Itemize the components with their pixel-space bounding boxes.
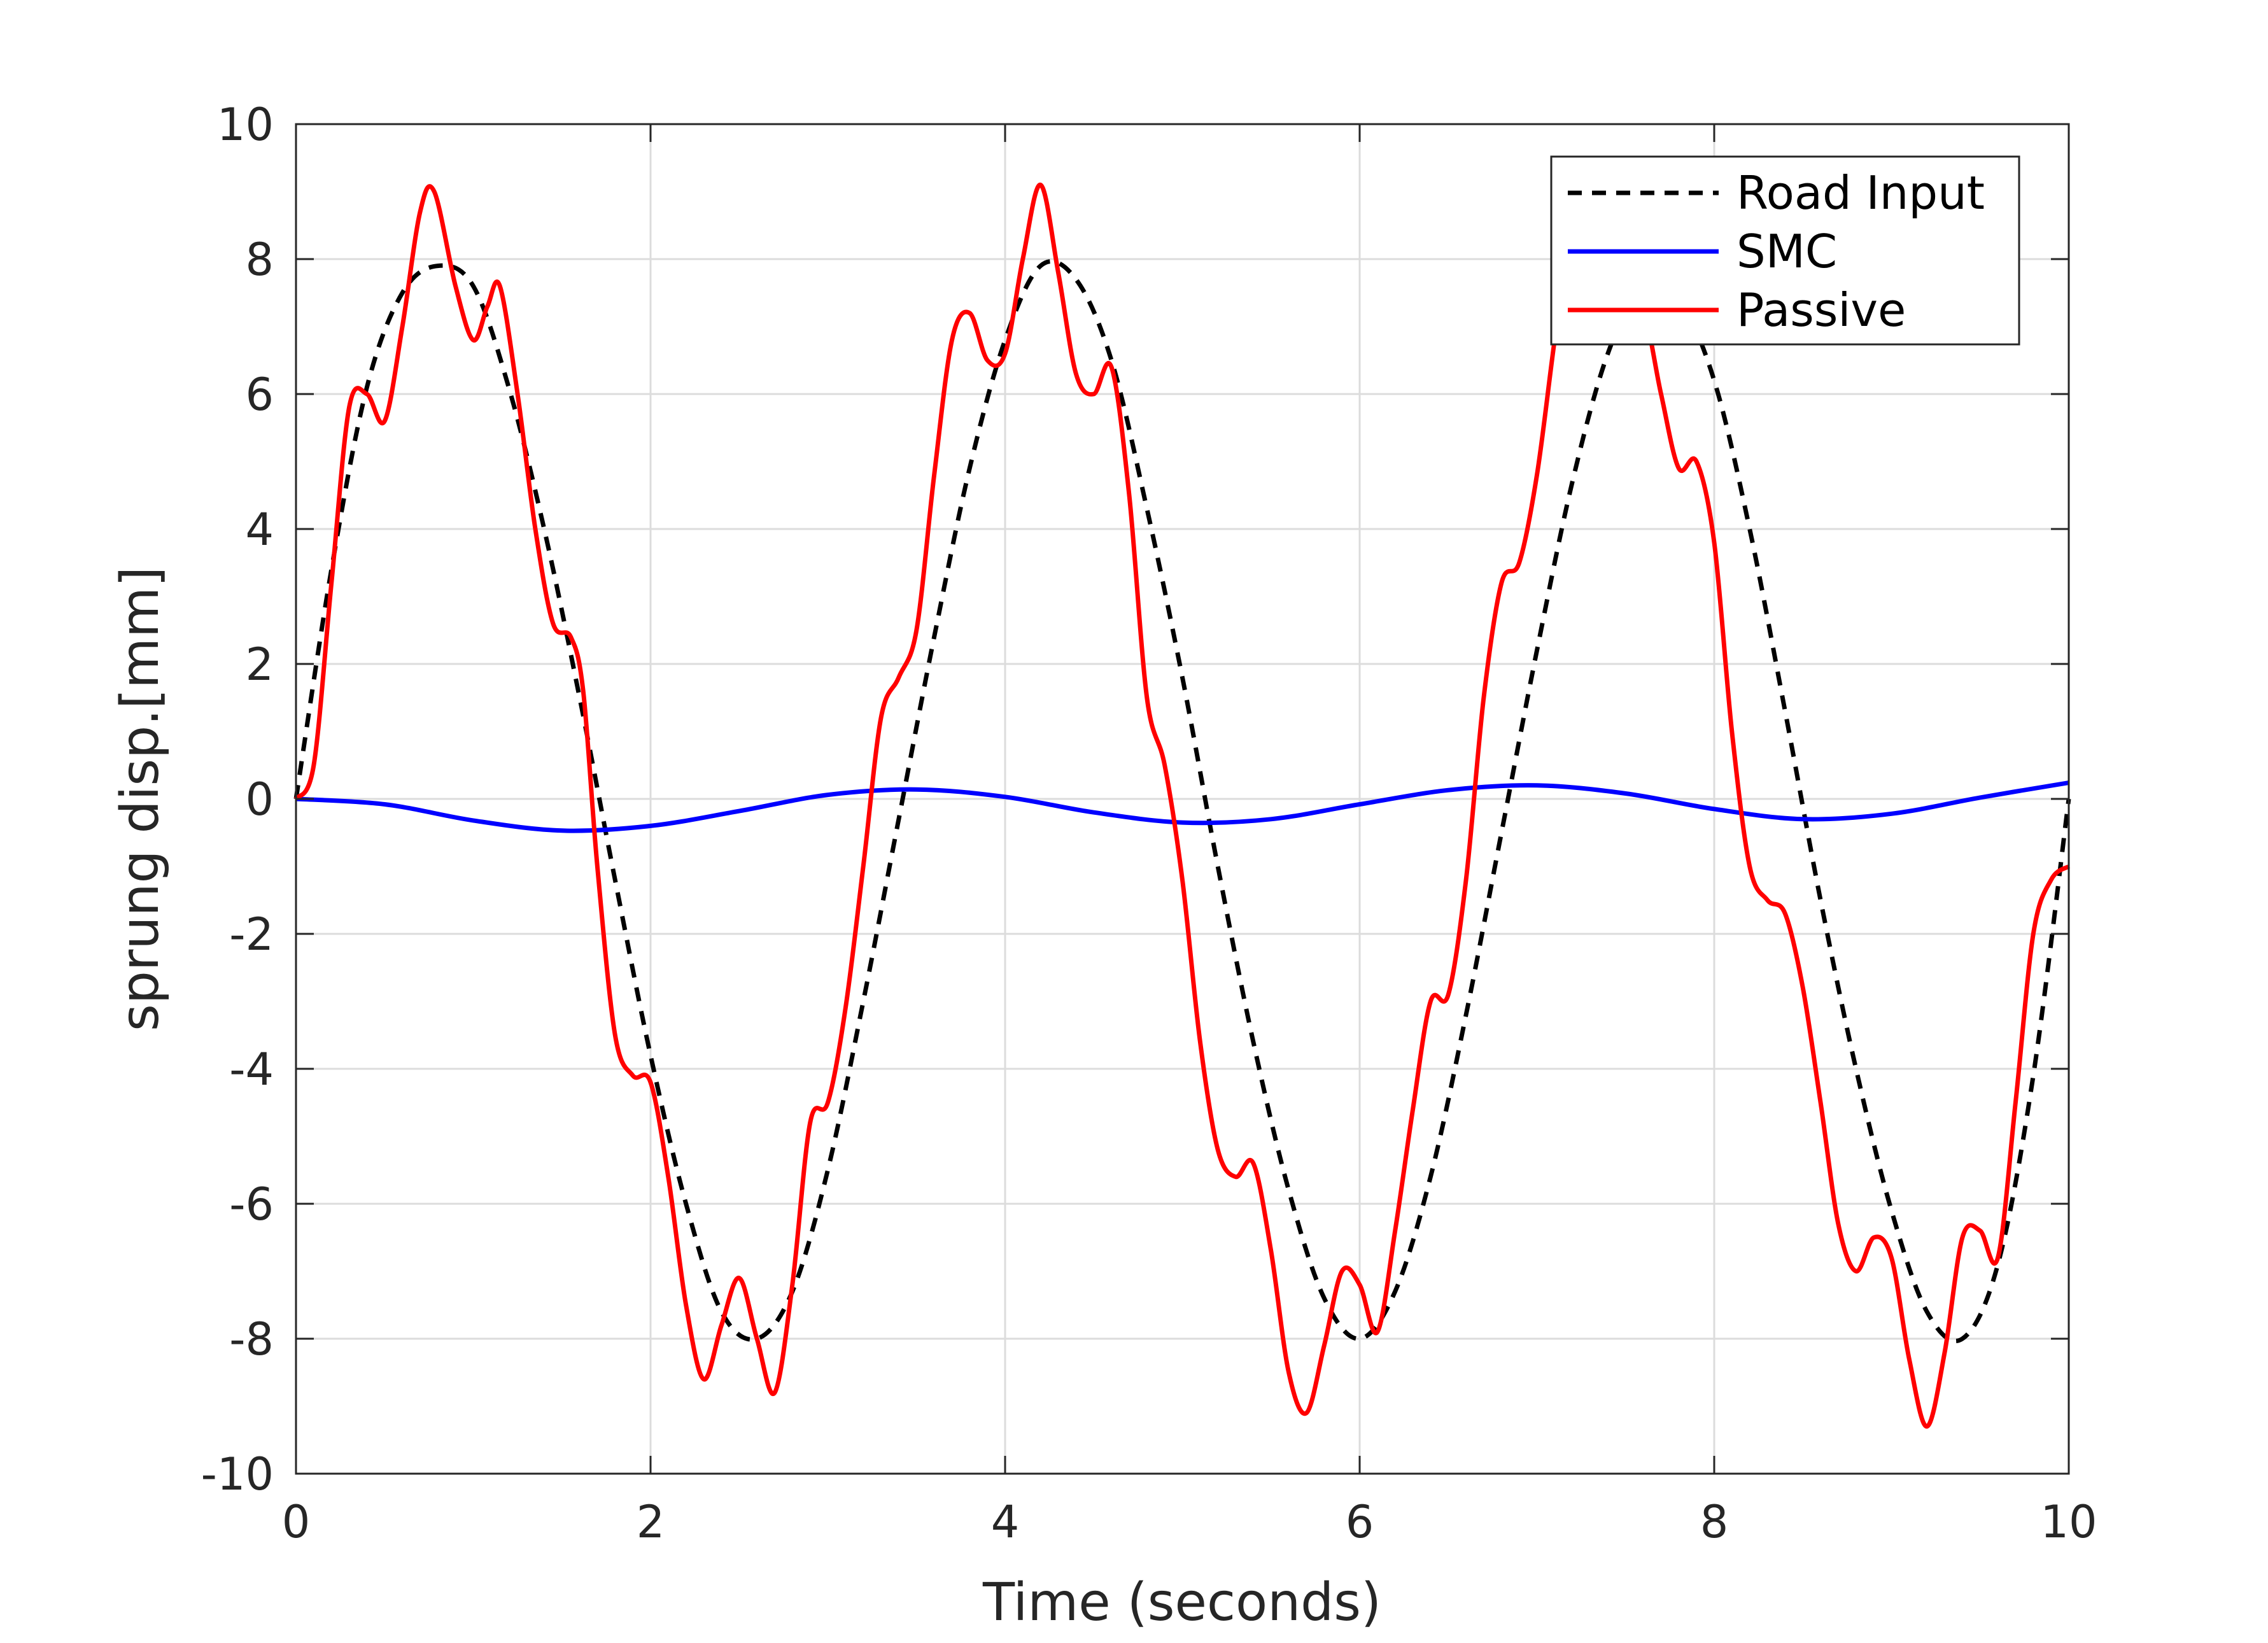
y-tick-label: 2	[245, 638, 274, 691]
x-tick-label: 6	[1346, 1496, 1374, 1548]
series-line-road-input	[293, 259, 2071, 1344]
y-tick-label: -2	[229, 908, 274, 961]
legend-label: Passive	[1736, 283, 1906, 337]
y-tick-label: 0	[245, 773, 274, 826]
y-tick-label: -10	[201, 1448, 274, 1500]
y-axis-label: sprung disp.[mm]	[110, 567, 171, 1031]
x-tick-label: 4	[991, 1496, 1020, 1548]
series-line-smc	[295, 780, 2069, 833]
grid-lines	[296, 124, 2069, 1474]
y-tick-label: 6	[245, 369, 274, 421]
series-line-passive	[293, 182, 2071, 1429]
y-tick-label: -4	[229, 1043, 274, 1096]
y-tick-label: 8	[245, 234, 274, 286]
y-tick-label: -6	[229, 1178, 274, 1230]
x-tick-label: 10	[2040, 1496, 2097, 1548]
x-axis-label: Time (seconds)	[982, 1572, 1381, 1633]
x-tick-label: 8	[1700, 1496, 1729, 1548]
axis-ticks: 0 2 4 6 8 10 -10 -8 -6 -4 -2 0 2 4 6 8 10	[201, 99, 2097, 1548]
y-tick-label: 4	[245, 504, 274, 556]
x-tick-label: 0	[282, 1496, 311, 1548]
series-layer	[293, 182, 2071, 1429]
y-tick-label: 10	[217, 99, 274, 151]
legend-label: Road Input	[1736, 166, 1985, 220]
x-tick-label: 2	[637, 1496, 665, 1548]
legend-label: SMC	[1736, 225, 1837, 278]
y-tick-label: -8	[229, 1313, 274, 1365]
